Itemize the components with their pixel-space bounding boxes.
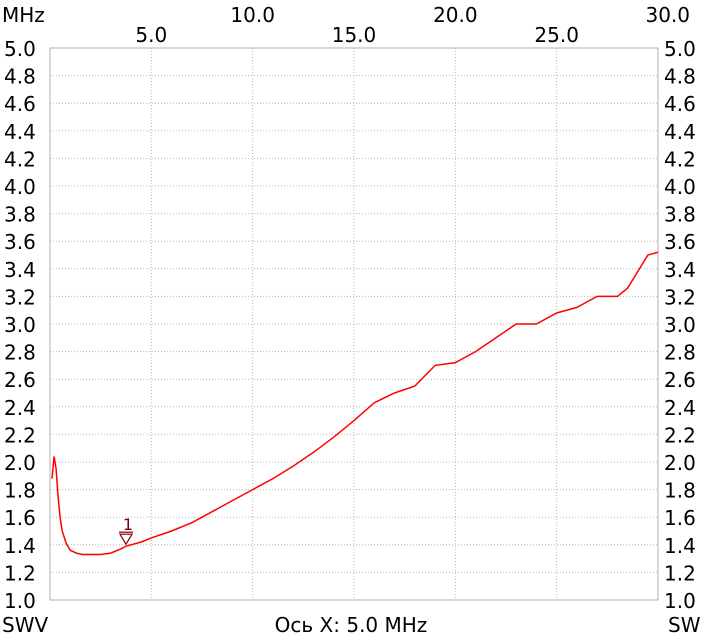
x-tick-label: 10.0 [230,3,275,27]
y-tick-label-right: 1.6 [664,506,696,530]
swr-series-line [51,251,659,556]
y-tick-label-left: 4.6 [4,92,36,116]
marker-layer: 1 [118,515,134,546]
y-tick-label-left: 3.0 [4,313,36,337]
y-tick-label-right: 1.0 [664,589,696,613]
y-tick-label-left: 2.6 [4,368,36,392]
y-tick-label-right: 2.2 [664,423,696,447]
x-tick-label: 20.0 [433,3,478,27]
y-tick-label-left: 1.6 [4,506,36,530]
y-tick-label-left: 1.0 [4,589,36,613]
y-tick-label-right: 3.8 [664,203,696,227]
y-tick-label-left: 5.0 [4,37,36,61]
series-layer [51,251,659,556]
y-tick-label-left: 4.8 [4,65,36,89]
y-tick-label-left: 1.2 [4,561,36,585]
y-axis-right: 5.0 4.8 4.6 4.4 4.2 4.0 3.8 3.6 3.4 3.2 3.0 2.8 2.6 2… [664,37,696,613]
y-tick-label-right: 2.0 [664,451,696,475]
y-tick-label-left: 3.2 [4,285,36,309]
plot-frame [49,47,659,601]
y-tick-label-right: 3.6 [664,230,696,254]
y-tick-label-right: 1.2 [664,561,696,585]
x-tick-label: 30.0 [645,3,690,27]
y-tick-label-left: 4.4 [4,120,36,144]
y-tick-label-right: 4.2 [664,147,696,171]
x-axis: 10.0 20.0 30.0 5.0 15.0 25.0 [135,3,690,47]
x-tick-label: 5.0 [135,23,167,47]
x-tick-label: 15.0 [332,23,377,47]
y-tick-label-right: 5.0 [664,37,696,61]
x-scale-caption: Ось X: 5.0 MHz [275,613,428,637]
y-tick-label-right: 3.2 [664,285,696,309]
y-tick-label-left: 3.6 [4,230,36,254]
y-tick-label-left: 4.2 [4,147,36,171]
y-tick-label-left: 4.0 [4,175,36,199]
y-tick-label-left: 2.2 [4,423,36,447]
y-tick-label-left: 1.8 [4,479,36,503]
marker-triangle-icon [118,533,134,546]
y-tick-label-right: 3.0 [664,313,696,337]
x-tick-label: 25.0 [534,23,579,47]
y-tick-label-right: 2.4 [664,396,696,420]
y-tick-label-right: 4.8 [664,65,696,89]
y-tick-label-right: 1.4 [664,534,696,558]
y-tick-label-right: 4.6 [664,92,696,116]
x-unit-label: MHz [2,3,45,27]
y-tick-label-right: 4.4 [664,120,696,144]
left-axis-label: SWV [2,613,48,637]
y-tick-label-left: 2.4 [4,396,36,420]
y-axis-left: 5.0 4.8 4.6 4.4 4.2 4.0 3.8 3.6 3.4 3.2 3.0 2.8 2.6 2… [4,37,36,613]
y-tick-label-right: 2.6 [664,368,696,392]
y-tick-label-left: 3.4 [4,258,36,282]
y-tick-label-right: 2.8 [664,341,696,365]
y-tick-label-right: 3.4 [664,258,696,282]
y-tick-label-left: 3.8 [4,203,36,227]
y-tick-label-right: 4.0 [664,175,696,199]
y-tick-label-left: 2.0 [4,451,36,475]
right-axis-label: SW [668,613,701,637]
marker-label: 1 [123,515,133,534]
y-tick-label-left: 1.4 [4,534,36,558]
grid [49,47,659,601]
y-tick-label-right: 1.8 [664,479,696,503]
y-tick-label-left: 2.8 [4,341,36,365]
